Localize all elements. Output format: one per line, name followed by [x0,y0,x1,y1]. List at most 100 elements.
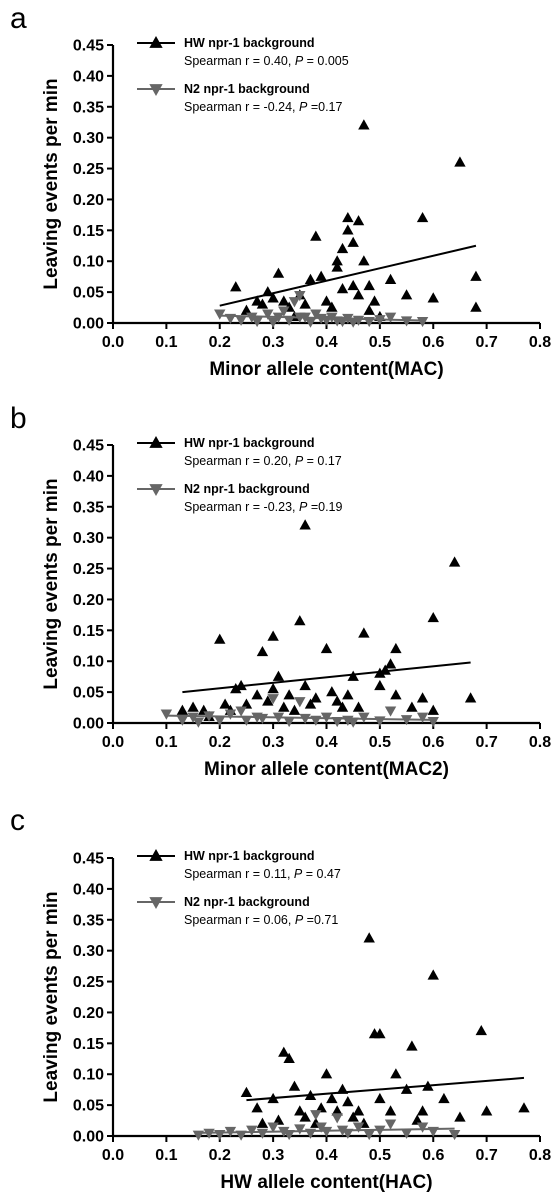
data-point-triangle-up [347,1111,359,1122]
data-point-triangle-up [374,667,386,678]
legend-series-name: N2 npr-1 background [184,895,310,909]
legend-stat-r: Spearman r = 0.40, [184,54,295,68]
data-point-triangle-up [304,273,317,284]
legend-series-name: N2 npr-1 background [184,482,310,496]
x-tick-label: 0.0 [102,334,124,351]
data-point-triangle-down [224,1126,237,1138]
x-tick-label: 0.3 [262,334,284,351]
data-point-triangle-up [358,255,370,266]
data-point-triangle-down [331,716,343,728]
y-tick-label: 0.00 [73,1129,104,1146]
data-point-triangle-down [384,312,397,323]
legend-statistic: Spearman r = -0.23, P =0.19 [184,500,342,514]
data-point-triangle-up [288,704,301,715]
data-point-triangle-up [310,230,322,241]
data-point-triangle-down [358,712,370,723]
data-point-triangle-down [299,713,311,725]
x-tick-label: 0.6 [422,1147,444,1164]
data-point-triangle-down [214,309,226,320]
data-point-triangle-down [224,313,237,325]
data-point-triangle-down [374,1125,386,1136]
data-point-triangle-up [299,679,311,691]
legend-stat-r: Spearman r = 0.06, [184,913,295,927]
data-point-triangle-up [304,698,317,709]
panel-a: a 0.00 0.05 0.10 0.15 0.20 0.25 0.30 0.35 0.40 0.4… [10,2,551,380]
x-tick-label: 0.5 [369,734,391,751]
y-tick-label: 0.35 [73,912,104,929]
data-point-triangle-up [518,1102,530,1113]
trend-line-series-1 [219,244,477,307]
legend-stat-p-value: = 0.005 [303,54,349,68]
legend-stat-p-label: P [299,500,308,514]
data-point-triangle-down [214,715,226,726]
data-point-triangle-up [326,301,338,312]
y-tick-label: 0.25 [73,974,104,991]
y-tick-label: 0.15 [73,1036,104,1053]
data-point-triangle-up [240,1086,253,1097]
data-point-triangle-up [315,270,327,281]
data-point-triangle-down [288,297,301,308]
data-point-triangle-down [427,1126,439,1138]
legend-series-name: HW npr-1 background [184,36,315,50]
legend-marker-triangle-up [149,36,163,48]
x-tick-label: 0.1 [155,334,177,351]
data-point-triangle-up [352,1105,365,1116]
data-point-triangle-down [278,306,290,317]
x-tick-label: 0.2 [209,1147,231,1164]
panel-letter: a [10,2,27,35]
y-tick-label: 0.20 [73,192,104,209]
data-point-triangle-down [246,1125,258,1136]
data-point-triangle-down [374,716,386,727]
data-point-triangle-up [464,692,477,703]
data-point-triangle-down [320,1126,333,1138]
x-axis-title: Minor allele content(MAC) [209,359,443,380]
series-1 [240,932,530,1128]
x-tick-label: 0.4 [315,334,337,351]
y-tick-label: 0.10 [73,1067,104,1084]
data-point-triangle-up [347,236,359,247]
data-point-triangle-down [283,1129,295,1141]
y-tick-label: 0.05 [73,285,104,302]
data-point-triangle-up [390,642,402,654]
data-point-triangle-up [283,689,295,700]
data-point-triangle-down [214,1129,226,1141]
data-point-triangle-up [272,267,285,278]
legend-entry-2: N2 npr-1 background Spearman r = 0.06, P … [137,895,338,927]
data-point-triangle-down [416,712,429,723]
data-point-triangle-up [326,1092,338,1104]
series-1 [219,119,482,322]
data-point-triangle-down [272,312,285,323]
data-point-triangle-up [448,556,461,567]
data-point-triangle-down [310,1110,322,1121]
data-point-triangle-down [240,715,253,726]
legend-statistic: Spearman r = 0.11, P = 0.47 [184,867,341,881]
panel-b: b 0.00 0.05 0.10 0.15 0.20 0.25 0.30 0.35 0.40 0.4… [10,402,551,780]
data-point-triangle-down [363,1129,375,1141]
data-point-triangle-down [336,1125,349,1136]
data-point-triangle-up [267,1092,279,1104]
data-point-triangle-down [294,697,306,708]
data-point-triangle-up [331,695,343,706]
legend-statistic: Spearman r = 0.20, P = 0.17 [184,454,342,468]
data-point-triangle-up [363,279,375,291]
data-point-triangle-up [272,1114,285,1125]
x-tick-label: 0.3 [262,734,284,751]
data-point-triangle-down [400,316,413,327]
data-point-triangle-up [288,1080,301,1091]
data-point-triangle-up [379,664,391,675]
data-point-triangle-up [416,692,429,703]
series-2 [214,291,429,328]
legend-entry-1: HW npr-1 background Spearman r = 0.40, P … [137,36,349,68]
data-point-triangle-up [283,1052,295,1063]
data-point-triangle-down [251,316,263,328]
data-point-triangle-up [219,698,231,709]
series-2 [160,694,439,728]
y-tick-label: 0.10 [73,654,104,671]
y-tick-label: 0.00 [73,716,104,733]
data-point-triangle-up [406,701,418,712]
legend-stat-p-value: =0.19 [307,500,342,514]
data-point-triangle-up [251,1102,263,1113]
data-point-triangle-up [390,1068,402,1079]
data-point-triangle-up [214,633,226,644]
